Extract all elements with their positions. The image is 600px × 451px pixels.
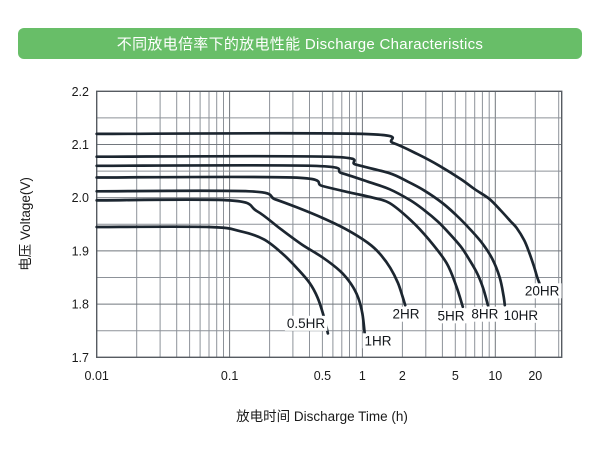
x-axis-title: 放电时间 Discharge Time (h) (236, 409, 408, 424)
y-tick-label: 1.8 (72, 298, 89, 312)
series-label-8HR: 8HR (471, 307, 498, 322)
series-label-backing (469, 306, 501, 322)
x-tick-label: 0.01 (85, 369, 109, 383)
x-tick-label: 20 (528, 369, 542, 383)
curve-1HR (95, 198, 367, 335)
x-tick-label: 5 (452, 369, 459, 383)
series-label-backing (284, 315, 328, 331)
series-label-backing (390, 306, 422, 322)
curve-10HR (95, 154, 507, 307)
curve-8HR (95, 163, 490, 307)
x-tick-label: 0.5 (314, 369, 331, 383)
series-label-1HR: 1HR (364, 333, 391, 348)
curve-20HR (95, 131, 542, 286)
y-tick-label: 1.9 (72, 244, 89, 258)
y-tick-label: 2.2 (72, 85, 89, 99)
chart-title: 不同放电倍率下的放电性能 Discharge Characteristics (116, 36, 484, 53)
y-tick-label: 1.7 (72, 351, 89, 365)
x-tick-label: 0.1 (221, 369, 238, 383)
series-label-backing (435, 308, 467, 324)
series-label-backing (522, 283, 562, 299)
series-label-20HR: 20HR (525, 283, 560, 298)
series-label-backing (501, 307, 541, 323)
chart-title-bar: 不同放电倍率下的放电性能 Discharge Characteristics (18, 28, 582, 59)
series-label-10HR: 10HR (504, 308, 539, 323)
series-label-2HR: 2HR (392, 307, 419, 322)
curve-2HR (95, 189, 407, 307)
y-tick-label: 2.0 (72, 191, 89, 205)
plot-frame (95, 90, 563, 359)
series-label-5HR: 5HR (437, 308, 464, 323)
x-tick-label: 2 (399, 369, 406, 383)
x-tick-label: 10 (488, 369, 502, 383)
y-tick-label: 2.1 (72, 138, 89, 152)
series-label-backing (362, 333, 394, 349)
curve-5HR (95, 175, 465, 309)
x-tick-label: 1 (359, 369, 366, 383)
series-label-0.5HR: 0.5HR (287, 316, 326, 331)
y-axis-title: 电压 Voltage(V) (18, 177, 33, 271)
curve-0.5HR (95, 225, 330, 335)
